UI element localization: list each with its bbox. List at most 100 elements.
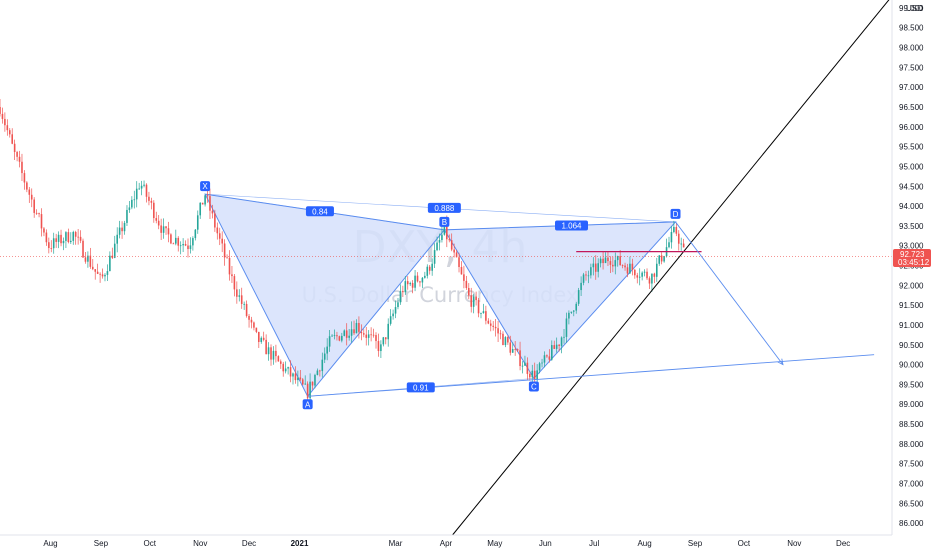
candle-body (504, 337, 507, 346)
support-line[interactable] (307, 354, 875, 397)
candle-body (424, 275, 426, 278)
candle-body (553, 345, 556, 349)
candle-body (629, 263, 631, 274)
pattern-ratio-label[interactable]: 0.84 (305, 206, 334, 217)
candle-body (6, 125, 9, 131)
candle-body (411, 283, 414, 288)
candle-body (11, 134, 14, 144)
candle-body (612, 264, 614, 267)
pattern-ratio-text: 0.84 (312, 207, 328, 216)
projection-arrow[interactable] (675, 221, 784, 365)
pattern-labels[interactable]: X A B C D 0.84 0.888 1.064 0.91 (200, 181, 681, 410)
y-tick-label: 97.000 (899, 83, 924, 92)
candle-body (128, 207, 131, 210)
currency-label: USD (906, 4, 923, 13)
pattern-ratio-label[interactable]: 0.888 (427, 202, 461, 213)
candle-body (516, 349, 519, 351)
candle-body (519, 350, 521, 367)
candle-body (279, 361, 282, 364)
candle-body (338, 336, 341, 341)
candle-body (333, 335, 336, 336)
candle-body (646, 271, 648, 279)
y-tick-label: 95.000 (899, 162, 924, 171)
candle-body (140, 185, 143, 189)
candle-body (607, 257, 609, 262)
candle-body (599, 258, 602, 264)
pattern-point-x[interactable]: X (200, 181, 211, 192)
candle-body (448, 239, 451, 241)
pattern-point-d[interactable]: D (670, 208, 681, 219)
pattern-point-c[interactable]: C (528, 381, 539, 392)
price-axis[interactable]: USD 86.000 86.500 87.000 87.500 88.000 88.500… (891, 0, 932, 535)
candle-body (319, 370, 321, 372)
current-price-badge: 92.723 03:45:12 (893, 249, 931, 267)
y-tick-label: 88.000 (899, 440, 924, 449)
candle-body (480, 313, 482, 314)
candle-body (370, 334, 372, 336)
candle-body (23, 173, 26, 183)
candle-body (309, 381, 311, 399)
candle-body (389, 316, 392, 324)
x-tick-label: Dec (242, 539, 256, 548)
candle-body (72, 231, 75, 241)
candle-body (433, 250, 436, 264)
candle-body (89, 255, 92, 267)
candle-body (206, 195, 209, 197)
candle-body (91, 266, 94, 270)
time-axis[interactable]: Aug Sep Oct Nov Dec 2021 Mar Apr May Jun Jul Aug Sep… (0, 534, 932, 550)
candle-body (575, 303, 578, 311)
y-tick-label: 95.500 (899, 143, 924, 152)
candle-body (187, 245, 189, 250)
candle-body (568, 312, 570, 319)
candle-body (587, 275, 590, 277)
pattern-ratio-bg (427, 202, 461, 213)
candle-body (282, 363, 285, 372)
candle-body (233, 276, 236, 290)
x-tick-label: Sep (688, 539, 703, 548)
pattern-ratio-label[interactable]: 1.064 (554, 220, 588, 231)
candle-body (331, 335, 333, 337)
ascending-trendline[interactable] (452, 0, 892, 536)
current-price-countdown: 03:45:12 (898, 258, 930, 267)
candle-body (570, 311, 573, 313)
drawing-lines[interactable] (0, 0, 892, 536)
x-tick-label: Oct (738, 539, 751, 548)
candle-body (441, 234, 443, 241)
candle-body (67, 232, 70, 243)
x-tick-label: May (487, 539, 502, 548)
candle-body (470, 295, 473, 307)
candle-body (460, 267, 463, 275)
candle-body (118, 227, 121, 235)
candle-body (682, 243, 685, 248)
pattern-point-a[interactable]: A (302, 399, 313, 410)
candle-body (626, 267, 629, 274)
candle-body (297, 377, 299, 381)
candle-body (353, 329, 355, 334)
pattern-ratio-label[interactable]: 0.91 (406, 382, 435, 393)
pattern-ratio-text: 1.064 (561, 221, 582, 230)
candle-body (211, 210, 214, 214)
candle-body (585, 274, 587, 276)
y-tick-label: 90.000 (899, 361, 924, 370)
candle-body (509, 342, 512, 353)
x-tick-label: 2021 (291, 539, 309, 548)
candle-body (675, 226, 678, 234)
candle-body (160, 225, 162, 233)
candle-body (597, 263, 599, 272)
y-tick-label: 86.500 (899, 499, 924, 508)
candle-body (311, 381, 314, 386)
candle-body (673, 226, 675, 232)
candle-body (494, 326, 497, 329)
candle-body (365, 334, 368, 338)
candle-body (668, 242, 670, 248)
candle-body (497, 328, 499, 334)
candle-body (16, 152, 18, 157)
candle-body (4, 118, 6, 126)
pattern-point-b[interactable]: B (439, 216, 450, 227)
candle-body (182, 244, 184, 246)
y-tick-label: 86.000 (899, 519, 924, 528)
candle-body (223, 243, 226, 258)
candle-body (126, 209, 128, 223)
candle-body (167, 228, 170, 235)
